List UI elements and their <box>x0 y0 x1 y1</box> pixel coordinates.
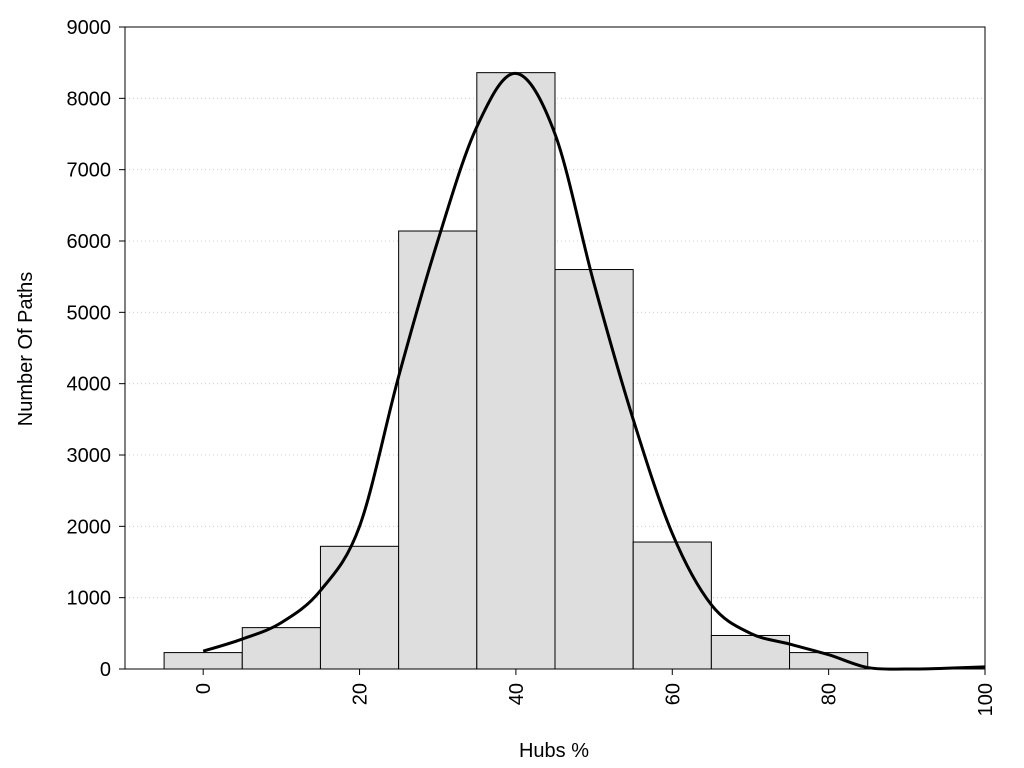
y-tick-label: 2000 <box>67 516 112 538</box>
y-tick-label: 6000 <box>67 231 112 253</box>
histogram-bar <box>319 545 400 670</box>
histogram-bar <box>554 269 634 670</box>
y-tick-label: 0 <box>100 659 111 681</box>
y-tick-label: 1000 <box>67 588 112 610</box>
x-tick-label: 100 <box>975 683 997 716</box>
y-tick-label: 3000 <box>67 445 112 467</box>
y-tick-label: 4000 <box>67 374 112 396</box>
x-axis-ticks: 0 20 40 60 80 100 <box>193 669 997 716</box>
histogram-bar <box>476 72 556 670</box>
y-tick-label: 7000 <box>67 160 112 182</box>
y-tick-label: 5000 <box>67 302 112 324</box>
x-tick-label: 0 <box>193 683 215 694</box>
y-tick-label: 8000 <box>67 88 112 110</box>
x-tick-label: 80 <box>819 683 841 705</box>
x-axis-title: Hubs % <box>519 740 589 762</box>
x-tick-label: 60 <box>662 683 684 705</box>
histogram-bar <box>163 652 243 670</box>
histogram-bar <box>632 541 712 670</box>
y-axis-ticks: 0 1000 2000 3000 4000 5000 6000 7000 8000 9000 <box>67 17 125 681</box>
histogram-bar <box>398 230 478 670</box>
density-curve-group <box>202 71 986 671</box>
y-tick-label: 9000 <box>67 17 112 39</box>
plot-frame <box>124 26 986 670</box>
density-curve <box>202 71 986 671</box>
y-axis-title: Number Of Paths <box>15 272 37 427</box>
bars <box>163 72 869 670</box>
x-tick-label: 20 <box>350 683 372 705</box>
x-tick-label: 40 <box>506 683 528 705</box>
grid-lines <box>125 97 985 599</box>
